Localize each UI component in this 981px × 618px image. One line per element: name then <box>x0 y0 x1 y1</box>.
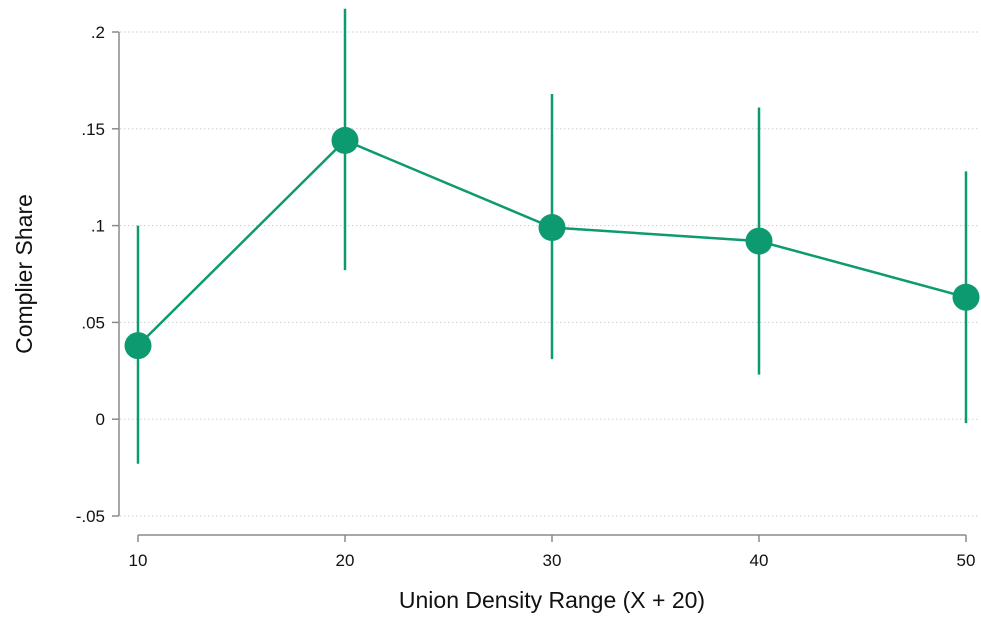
data-point <box>952 283 980 311</box>
x-axis-ticks: 10 20 30 40 50 <box>129 535 976 570</box>
y-tick-label: .15 <box>81 120 105 139</box>
data-point <box>538 214 566 242</box>
gridlines <box>120 31 980 517</box>
x-tick-label: 50 <box>957 551 976 570</box>
x-tick-label: 20 <box>336 551 355 570</box>
data-point <box>745 227 773 255</box>
y-tick-label: -.05 <box>76 507 105 526</box>
y-axis-title: Complier Share <box>11 194 37 354</box>
data-point <box>124 332 152 360</box>
y-tick-label: .2 <box>91 23 105 42</box>
x-tick-label: 10 <box>129 551 148 570</box>
x-tick-label: 30 <box>543 551 562 570</box>
x-tick-label: 40 <box>750 551 769 570</box>
y-tick-label: .05 <box>81 313 105 332</box>
y-axis-ticks: -.05 0 .05 .1 .15 .2 <box>76 23 119 526</box>
series-layer <box>124 8 980 464</box>
y-tick-label: .1 <box>91 217 105 236</box>
data-point <box>331 126 359 154</box>
y-tick-label: 0 <box>96 410 105 429</box>
x-axis-title: Union Density Range (X + 20) <box>399 587 705 613</box>
